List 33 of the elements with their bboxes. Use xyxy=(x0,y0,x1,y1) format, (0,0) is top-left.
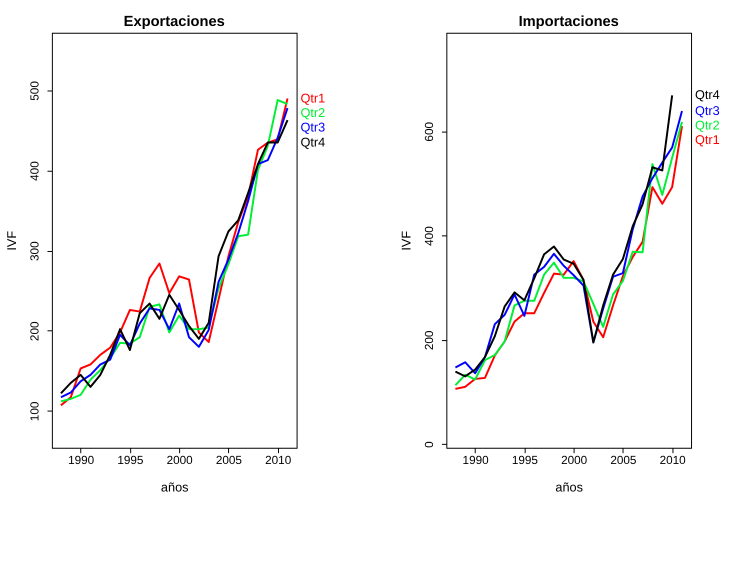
x-tick-label: 2000 xyxy=(561,454,588,467)
series-label: Qtr4 xyxy=(300,134,326,150)
series-label: Qtr3 xyxy=(300,120,326,135)
x-tick-label: 2010 xyxy=(660,454,686,467)
series-label: Qtr1 xyxy=(300,90,326,106)
x-tick-label: 2010 xyxy=(265,454,292,467)
y-tick-label: 100 xyxy=(28,401,42,422)
x-tick-label: 1990 xyxy=(68,454,95,467)
x-tick-label: 1995 xyxy=(512,454,538,467)
series-label: Qtr1 xyxy=(694,132,720,148)
y-tick-label: 400 xyxy=(28,160,42,181)
y-tick-label: 200 xyxy=(28,321,42,342)
y-axis-title: IVF xyxy=(398,230,414,251)
series-label: Qtr4 xyxy=(694,87,720,102)
x-tick-label: 2000 xyxy=(166,454,194,467)
y-tick-label: 600 xyxy=(423,122,436,142)
y-tick-label: 200 xyxy=(423,330,436,350)
y-axis-title: IVF xyxy=(4,230,20,251)
x-axis-title: años xyxy=(555,479,583,494)
chart-title: Exportaciones xyxy=(124,14,225,30)
y-tick-label: 400 xyxy=(423,226,436,246)
series-label: Qtr2 xyxy=(694,118,720,133)
x-tick-label: 2005 xyxy=(610,454,637,467)
x-tick-label: 2005 xyxy=(216,454,242,467)
x-tick-label: 1995 xyxy=(117,454,144,467)
x-axis-title: años xyxy=(160,479,189,494)
x-tick-label: 1990 xyxy=(462,454,490,467)
y-tick-label: 500 xyxy=(28,80,42,101)
y-tick-label: 0 xyxy=(423,440,436,448)
series-label: Qtr2 xyxy=(300,105,326,120)
chart-title: Importaciones xyxy=(518,14,619,30)
y-tick-label: 300 xyxy=(28,240,42,261)
series-label: Qtr3 xyxy=(694,102,720,118)
